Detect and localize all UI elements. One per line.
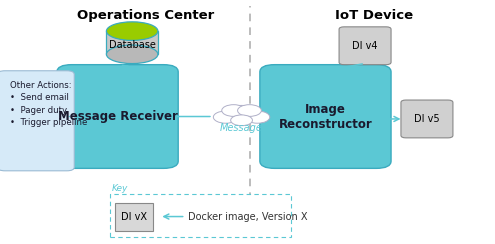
Text: Image
Reconstructor: Image Reconstructor <box>279 102 372 131</box>
FancyBboxPatch shape <box>339 27 391 65</box>
Polygon shape <box>106 31 158 54</box>
FancyBboxPatch shape <box>57 65 178 168</box>
Circle shape <box>238 105 261 116</box>
Text: DI v4: DI v4 <box>352 41 378 51</box>
FancyBboxPatch shape <box>260 65 391 168</box>
Text: Key: Key <box>111 184 128 193</box>
FancyBboxPatch shape <box>110 194 291 237</box>
Text: DI vX: DI vX <box>121 212 147 222</box>
Text: Message Receiver: Message Receiver <box>57 110 178 123</box>
Circle shape <box>245 111 270 123</box>
Ellipse shape <box>106 45 158 64</box>
Text: Docker image, Version X: Docker image, Version X <box>188 212 307 222</box>
FancyBboxPatch shape <box>401 100 453 138</box>
Text: Other Actions:
•  Send email
•  Pager duty
•  Trigger pipeline: Other Actions: • Send email • Pager duty… <box>10 81 87 127</box>
Ellipse shape <box>106 22 158 40</box>
Text: Operations Center: Operations Center <box>77 9 215 22</box>
Circle shape <box>225 105 258 122</box>
Circle shape <box>222 105 246 116</box>
Text: Message: Message <box>220 123 263 133</box>
Circle shape <box>231 115 252 126</box>
FancyBboxPatch shape <box>0 71 74 171</box>
FancyBboxPatch shape <box>115 203 153 231</box>
Text: IoT Device: IoT Device <box>335 9 413 22</box>
Text: Database: Database <box>109 40 155 50</box>
Text: DI v5: DI v5 <box>414 114 440 124</box>
Circle shape <box>213 111 238 123</box>
